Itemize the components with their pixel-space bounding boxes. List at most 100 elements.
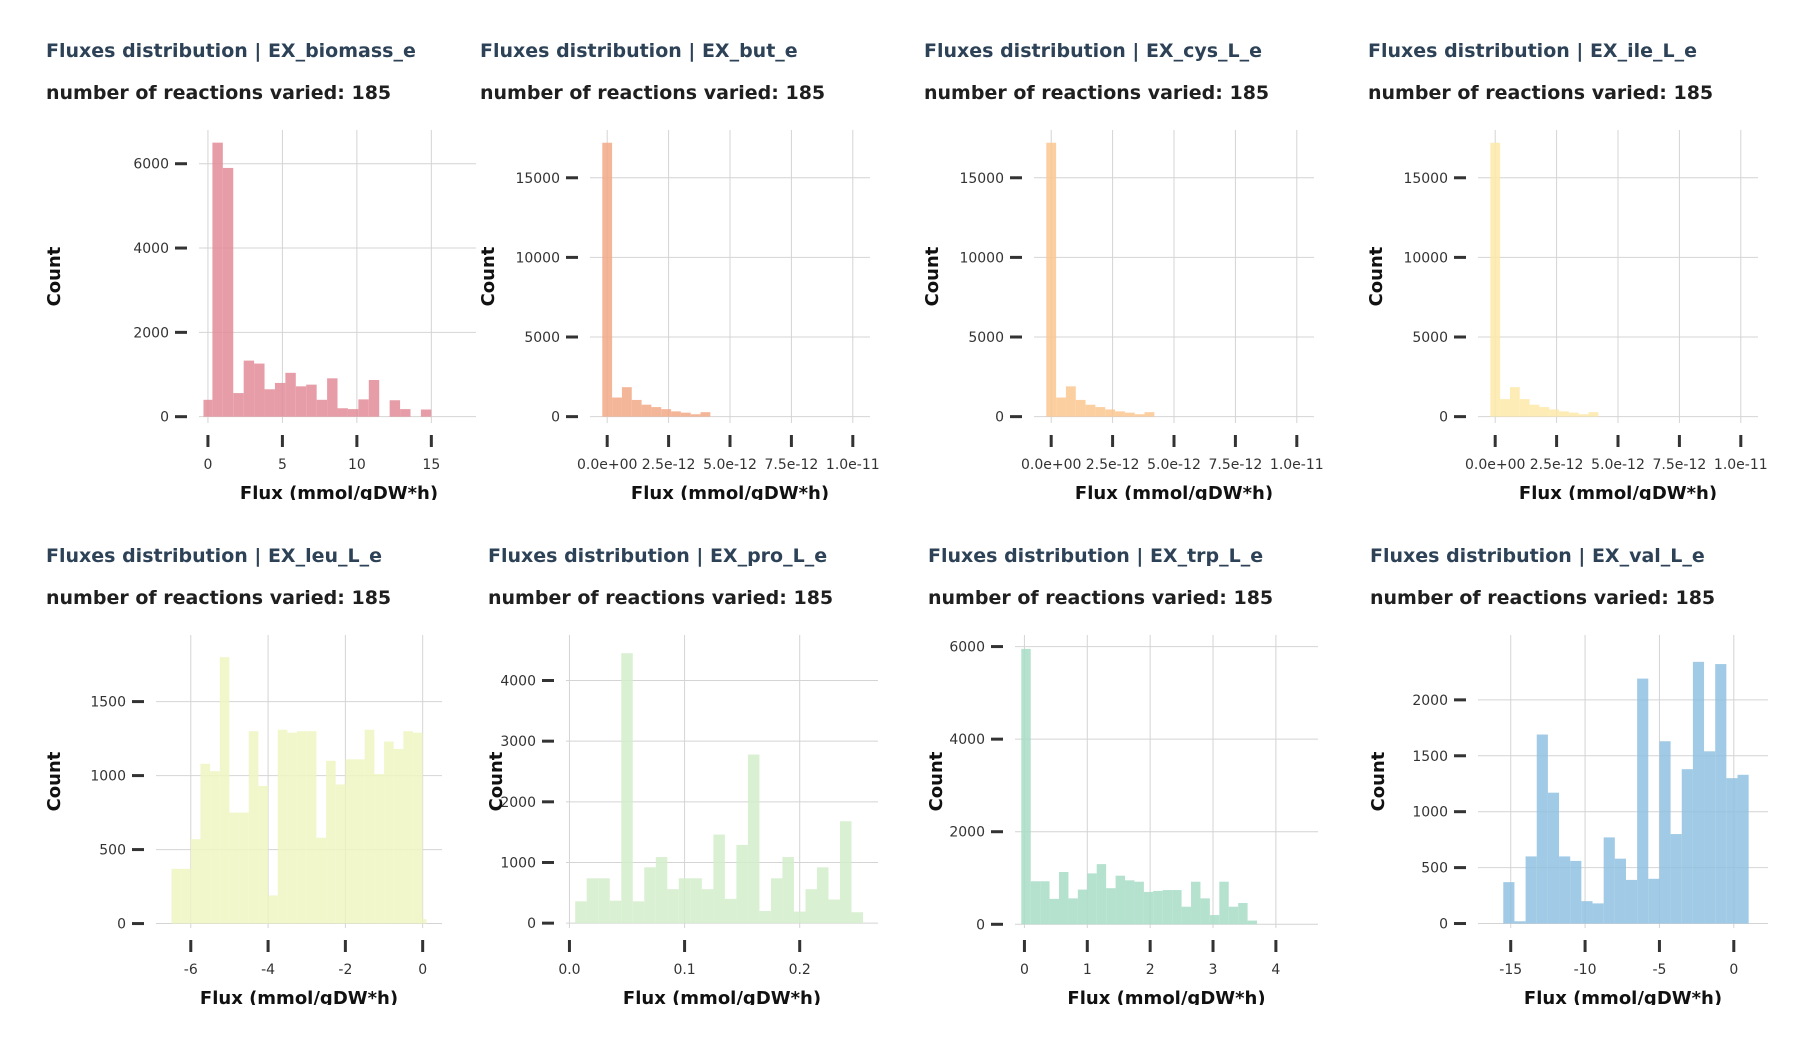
x-tick-label: 5.0e-12 (1591, 457, 1645, 473)
histogram-bar (1670, 834, 1682, 924)
chart-title: Fluxes distribution | EX_val_L_e (1370, 545, 1705, 567)
histogram-bar (667, 889, 679, 924)
histogram-bar (1046, 142, 1057, 417)
histogram-bar (358, 399, 369, 417)
histogram-bar (306, 384, 317, 417)
y-tick-label: 5000 (524, 330, 560, 346)
x-tick-label: 0.0 (558, 962, 580, 978)
chart-subtitle: number of reactions varied: 185 (46, 587, 392, 609)
chart-title: Fluxes distribution | EX_ile_L_e (1368, 40, 1697, 62)
x-tick-label: -2 (338, 962, 352, 978)
histogram-bar (316, 399, 328, 417)
histogram-bar (661, 409, 672, 417)
y-axis-label: Count (46, 751, 65, 811)
histogram-bar (1124, 412, 1135, 417)
histogram-bar (680, 412, 691, 417)
histogram-bar (1065, 386, 1076, 417)
histogram-bar (1514, 921, 1526, 924)
y-tick-label: 10000 (1403, 250, 1448, 266)
histogram-plot: 0 2000 4000 6000 0 5 10 15 Flux (mmol/gDW*h) Coun… (46, 130, 476, 500)
histogram-bar (671, 411, 681, 417)
histogram-bar (840, 821, 852, 924)
histogram-bar (713, 834, 725, 924)
histogram-bar (1536, 734, 1548, 924)
histogram-bar (1559, 411, 1569, 417)
x-tick-label: -5 (1652, 962, 1666, 978)
histogram-bar (347, 409, 359, 417)
y-tick-label: 0 (1439, 410, 1448, 426)
histogram-bar (248, 731, 259, 924)
y-axis-label: Count (1368, 246, 1387, 306)
histogram-bar (1030, 881, 1041, 925)
x-tick-label: 0 (203, 457, 212, 473)
histogram-bar (389, 400, 401, 417)
histogram-bar (413, 732, 423, 924)
x-axis-label: Flux (mmol/gDW*h) (623, 988, 821, 1005)
chart-subtitle: number of reactions varied: 185 (928, 587, 1274, 609)
x-tick-label: 5.0e-12 (1147, 457, 1201, 473)
x-tick-label: -4 (261, 962, 275, 978)
x-tick-label: 7.5e-12 (1653, 457, 1707, 473)
chart-title: Fluxes distribution | EX_cys_L_e (924, 40, 1263, 62)
histogram-bar (200, 763, 211, 924)
histogram-bar (1191, 881, 1201, 925)
x-tick-label: 15 (422, 457, 440, 473)
histogram-bar (1529, 404, 1540, 417)
y-tick-label: 1500 (1412, 749, 1448, 765)
x-tick-label: 0 (1729, 962, 1738, 978)
histogram-plot: 0 5000 10000 15000 0.0e+00 2.5e-12 5.0e-12 7.5e… (924, 130, 1324, 500)
histogram-bar (724, 898, 737, 924)
histogram-bar (1692, 661, 1705, 924)
y-tick-label: 4000 (133, 241, 169, 257)
histogram-bar (1547, 792, 1560, 924)
chart-title: Fluxes distribution | EX_leu_L_e (46, 545, 382, 567)
histogram-bar (239, 812, 249, 924)
histogram-bar (335, 784, 346, 924)
histogram-bar (1559, 856, 1571, 924)
histogram-bar (181, 868, 191, 924)
y-tick-label: 500 (1421, 861, 1448, 877)
histogram-bar (1059, 871, 1069, 925)
y-tick-label: 4000 (500, 673, 536, 689)
histogram-bar (345, 759, 356, 924)
histogram-bar (420, 409, 432, 417)
histogram-bar (1681, 769, 1693, 924)
histogram-bar (355, 759, 365, 924)
y-tick-label: 4000 (949, 732, 985, 748)
histogram-panel: 0 500 1000 1500 2000 -15 -10 -5 0 Flux (mmol/gDW*… (1370, 505, 1800, 1005)
histogram-bar (609, 900, 622, 924)
histogram-bar (736, 844, 748, 924)
histogram-bar (1181, 906, 1192, 925)
histogram-bar (655, 857, 668, 924)
histogram-bar (306, 731, 317, 924)
chart-title: Fluxes distribution | EX_biomass_e (46, 40, 416, 62)
histogram-bar (1570, 860, 1582, 924)
histogram-plot: 0 5000 10000 15000 0.0e+00 2.5e-12 5.0e-12 7.5e… (1368, 130, 1768, 500)
chart-title: Fluxes distribution | EX_but_e (480, 40, 798, 62)
x-tick-label: 3 (1209, 962, 1218, 978)
histogram-bar (747, 754, 760, 924)
histogram-panel: 0 5000 10000 15000 0.0e+00 2.5e-12 5.0e-12 7.5e… (480, 0, 910, 500)
y-tick-label: 2000 (949, 825, 985, 841)
histogram-bar (1125, 880, 1135, 925)
histogram-bar (1056, 397, 1066, 417)
histogram-bar (327, 378, 338, 417)
histogram-bar (793, 911, 806, 924)
histogram-bar (254, 363, 265, 417)
x-tick-label: 1.0e-11 (826, 457, 880, 473)
y-axis-label: Count (46, 246, 65, 306)
histogram-bar (274, 382, 286, 417)
histogram-bar (1040, 881, 1050, 925)
x-tick-label: 10 (348, 457, 366, 473)
histogram-bar (316, 837, 327, 924)
histogram-bar (393, 748, 404, 924)
histogram-bar (243, 360, 255, 417)
y-tick-label: 6000 (949, 640, 985, 656)
histogram-bar (1087, 873, 1097, 925)
histogram-panel: 0 5000 10000 15000 0.0e+00 2.5e-12 5.0e-12 7.5e… (1368, 0, 1798, 500)
x-tick-label: 2.5e-12 (642, 457, 696, 473)
histogram-bar (374, 774, 385, 924)
histogram-bar (700, 412, 711, 417)
histogram-panel: 0 2000 4000 6000 0 5 10 15 Flux (mmol/gDW*h) Coun… (46, 0, 476, 500)
histogram-bar (1726, 778, 1738, 924)
